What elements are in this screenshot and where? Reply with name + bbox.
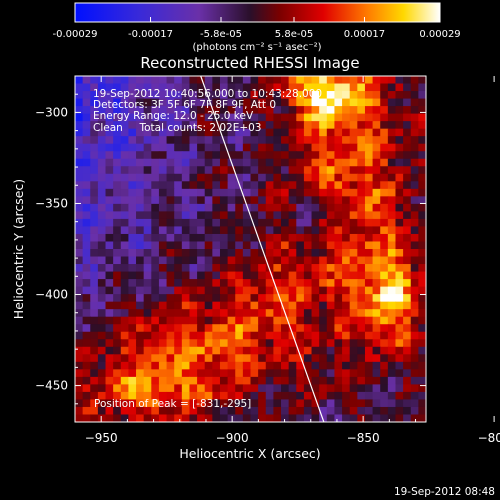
footer-timestamp: 19-Sep-2012 08:48 [394,486,495,498]
y-tick-label: −400 [35,288,68,302]
x-tick-label: −950 [85,431,118,445]
solar-limb-line [200,76,325,422]
x-axis-ticks: −950 −900 −850 −800 [85,76,500,445]
annotation-detectors: Detectors: 3F 5F 6F 7F 8F 9F, Att 0 [93,99,276,111]
chart-title: Reconstructed RHESSI Image [140,54,359,72]
peak-position-label: Position of Peak = [-831,-295] [94,398,251,410]
colorbar-unit-label: (photons cm⁻² s⁻¹ asec⁻²) [192,42,321,53]
annotation-block: 19-Sep-2012 10:40:56.000 to 10:43:28.000… [93,88,322,134]
y-tick-label: −300 [35,105,68,119]
colorbar-tick-label: 0.00017 [344,29,385,40]
x-tick-label: −850 [347,431,380,445]
colorbar-tick-label: 0.00029 [419,29,460,40]
colorbar-tick-label: -5.8e-05 [200,29,242,40]
x-tick-label: −800 [478,431,500,445]
annotation-energy-range: Energy Range: 12.0 - 25.0 keV [93,110,254,122]
colorbar [74,2,441,23]
colorbar-tick-label: -0.00029 [53,29,98,40]
annotation-clean-counts: Clean Total counts: 2.02E+03 [93,122,262,134]
colorbar-tick-label: -0.00017 [128,29,173,40]
colorbar-tick-label: 5.8e-05 [275,29,313,40]
y-tick-label: −450 [35,379,68,393]
plot-frame [74,75,427,423]
heatmap [75,76,426,422]
annotation-time-range: 19-Sep-2012 10:40:56.000 to 10:43:28.000 [93,88,322,100]
y-axis-ticks: −300 −350 −400 −450 [35,93,426,405]
y-axis-label: Heliocentric Y (arcsec) [11,179,26,319]
x-axis-label: Heliocentric X (arcsec) [179,446,320,461]
colorbar-ticks: -0.00029 -0.00017 -5.8e-05 5.8e-05 0.00017 0.… [53,17,461,40]
x-tick-label: −900 [216,431,249,445]
y-tick-label: −350 [35,196,68,210]
